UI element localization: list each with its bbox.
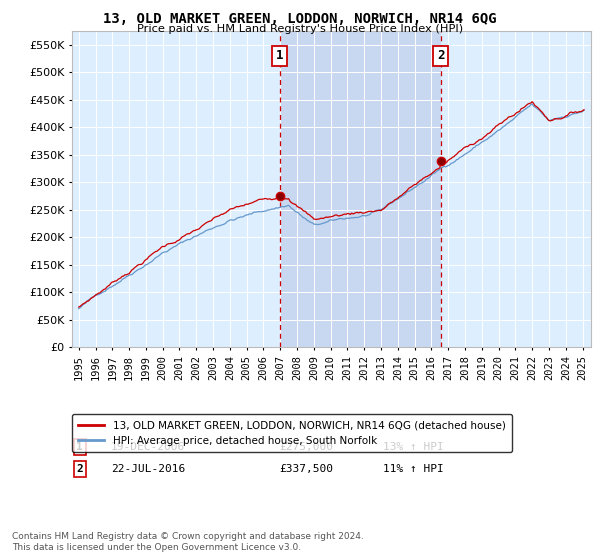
Text: 13% ↑ HPI: 13% ↑ HPI [383,442,444,452]
Text: 2: 2 [437,49,445,62]
Text: 22-JUL-2016: 22-JUL-2016 [111,464,185,474]
Legend: 13, OLD MARKET GREEN, LODDON, NORWICH, NR14 6QG (detached house), HPI: Average p: 13, OLD MARKET GREEN, LODDON, NORWICH, N… [72,414,512,452]
Text: Price paid vs. HM Land Registry's House Price Index (HPI): Price paid vs. HM Land Registry's House … [137,24,463,34]
Text: 1: 1 [276,49,283,62]
Text: 1: 1 [76,442,83,452]
Text: £337,500: £337,500 [280,464,334,474]
Text: 11% ↑ HPI: 11% ↑ HPI [383,464,444,474]
Text: Contains HM Land Registry data © Crown copyright and database right 2024.
This d: Contains HM Land Registry data © Crown c… [12,532,364,552]
Text: 13, OLD MARKET GREEN, LODDON, NORWICH, NR14 6QG: 13, OLD MARKET GREEN, LODDON, NORWICH, N… [103,12,497,26]
Bar [280,31,440,347]
Text: £275,000: £275,000 [280,442,334,452]
Text: 2: 2 [76,464,83,474]
Text: 19-DEC-2006: 19-DEC-2006 [111,442,185,452]
